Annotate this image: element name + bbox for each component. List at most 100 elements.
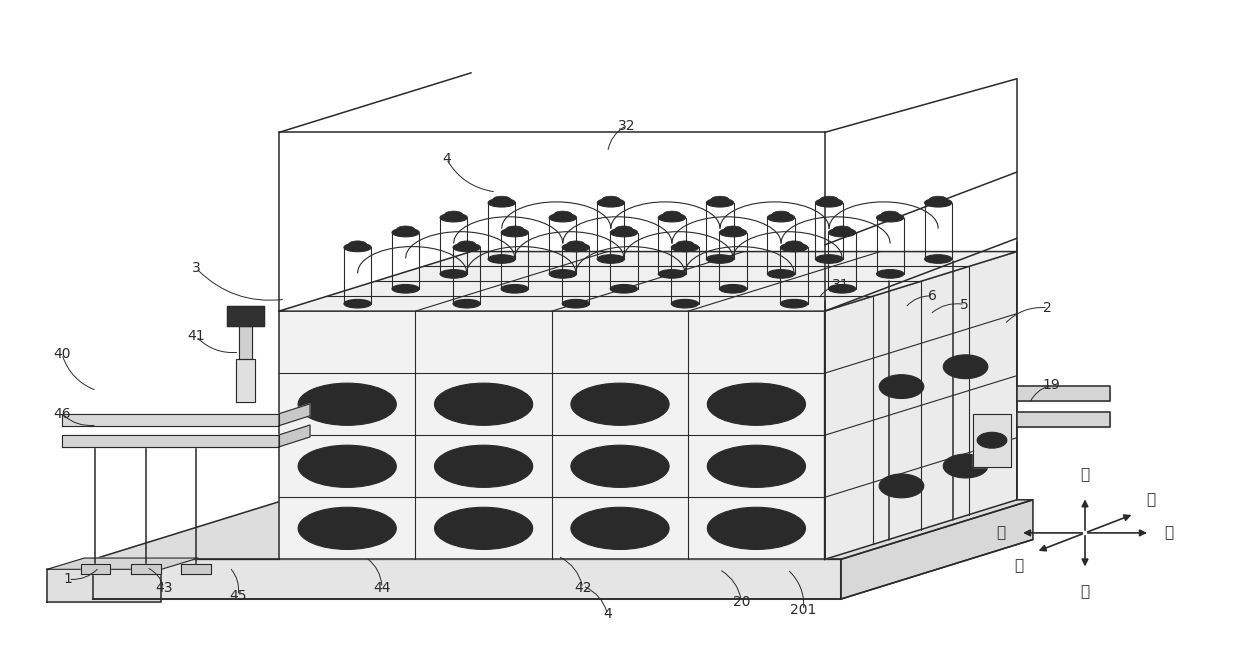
Ellipse shape [828,228,856,237]
Polygon shape [81,564,110,574]
Polygon shape [279,404,310,426]
Ellipse shape [489,199,516,207]
Text: EP: EP [754,526,759,530]
Ellipse shape [877,269,904,278]
Ellipse shape [492,196,511,203]
Ellipse shape [816,255,843,263]
Ellipse shape [298,445,397,487]
Ellipse shape [707,383,806,425]
Ellipse shape [719,285,746,293]
Ellipse shape [348,241,367,248]
Ellipse shape [925,255,952,263]
Polygon shape [973,414,1011,467]
Ellipse shape [610,228,637,237]
Ellipse shape [707,199,734,207]
Text: 44: 44 [373,581,391,595]
Ellipse shape [434,383,533,425]
Ellipse shape [724,226,742,232]
Text: EP: EP [618,526,622,530]
Ellipse shape [601,196,620,203]
Text: 4: 4 [603,607,613,622]
Circle shape [944,454,988,478]
Ellipse shape [610,285,637,293]
Ellipse shape [570,383,670,425]
Text: 31: 31 [832,277,849,292]
Polygon shape [1017,386,1110,401]
Text: 4: 4 [441,152,451,166]
Text: 后: 后 [1014,559,1023,573]
Circle shape [879,375,924,399]
Text: EP: EP [754,464,759,468]
Ellipse shape [445,211,463,218]
Text: 前: 前 [1147,493,1156,507]
Ellipse shape [658,269,686,278]
Ellipse shape [768,269,795,278]
Ellipse shape [780,299,807,308]
Ellipse shape [440,213,467,222]
Text: 2: 2 [1043,301,1053,315]
Ellipse shape [501,228,528,237]
Ellipse shape [549,213,577,222]
Ellipse shape [397,226,414,232]
Text: 6: 6 [928,289,937,303]
Text: 19: 19 [1043,378,1060,393]
Ellipse shape [816,199,843,207]
Text: EP: EP [345,464,350,468]
Polygon shape [181,564,211,574]
Ellipse shape [882,211,899,218]
Ellipse shape [877,213,904,222]
Ellipse shape [434,445,533,487]
Text: 32: 32 [618,118,635,133]
Ellipse shape [785,241,804,248]
Text: 46: 46 [53,406,71,421]
Polygon shape [279,252,1017,311]
Text: 右: 右 [1164,526,1174,540]
Ellipse shape [298,507,397,549]
Ellipse shape [570,507,670,549]
Text: 下: 下 [1080,584,1090,599]
Ellipse shape [506,226,523,232]
Circle shape [977,432,1007,448]
Ellipse shape [434,507,533,549]
Polygon shape [93,500,1033,559]
Ellipse shape [780,243,807,252]
Ellipse shape [598,199,625,207]
Ellipse shape [458,241,476,248]
Ellipse shape [343,243,371,252]
Ellipse shape [570,445,670,487]
Ellipse shape [440,269,467,278]
Polygon shape [239,326,252,359]
Ellipse shape [567,241,585,248]
Ellipse shape [598,255,625,263]
Ellipse shape [489,255,516,263]
Ellipse shape [929,196,947,203]
Ellipse shape [453,243,480,252]
Text: EP: EP [618,402,622,406]
Ellipse shape [711,196,729,203]
Polygon shape [236,359,255,402]
Text: 41: 41 [187,329,205,344]
Ellipse shape [707,255,734,263]
Text: 43: 43 [155,581,172,595]
Ellipse shape [501,285,528,293]
Text: EP: EP [618,464,622,468]
Text: EP: EP [754,402,759,406]
Text: 1: 1 [63,572,73,587]
Ellipse shape [658,213,686,222]
Text: 42: 42 [574,581,591,595]
Polygon shape [93,559,841,599]
Text: 3: 3 [191,261,201,275]
Ellipse shape [671,243,698,252]
Ellipse shape [820,196,838,203]
Text: EP: EP [345,402,350,406]
Ellipse shape [562,243,589,252]
Ellipse shape [707,445,806,487]
Ellipse shape [453,299,480,308]
Ellipse shape [562,299,589,308]
Text: EP: EP [481,402,486,406]
Ellipse shape [768,213,795,222]
Text: EP: EP [345,526,350,530]
Polygon shape [1017,412,1110,427]
Ellipse shape [833,226,851,232]
Text: 40: 40 [53,347,71,361]
